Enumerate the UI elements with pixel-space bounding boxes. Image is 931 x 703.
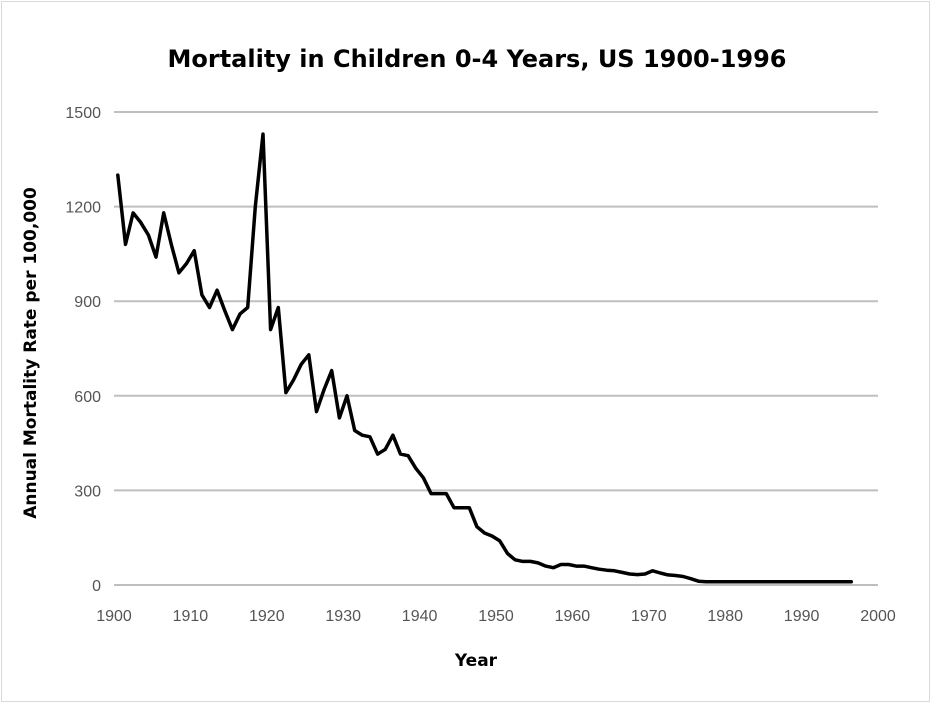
- x-axis-title: Year: [454, 651, 498, 671]
- y-tick-label: 0: [92, 578, 101, 595]
- x-tick-label: 1940: [402, 608, 438, 625]
- x-tick-label: 1990: [784, 608, 820, 625]
- y-tick-label: 300: [74, 483, 101, 500]
- y-tick-labels: 0 300 600 900 1200 1500: [65, 105, 101, 595]
- y-axis-title: Annual Mortality Rate per 100,000: [21, 187, 41, 519]
- x-tick-label: 1980: [707, 608, 743, 625]
- x-tick-label: 1950: [478, 608, 514, 625]
- x-tick-label: 1960: [555, 608, 591, 625]
- x-tick-labels: 1900 1910 1920 1930 1940 1950 1960 1970 1980 1990…: [96, 608, 896, 625]
- series-layer: [116, 132, 854, 584]
- chart-title: Mortality in Children 0-4 Years, US 1900…: [168, 45, 787, 73]
- y-tick-label: 1500: [65, 105, 101, 122]
- grid-layer: [114, 111, 878, 586]
- x-tick-label: 1920: [249, 608, 285, 625]
- x-tick-label: 1930: [325, 608, 361, 625]
- x-tick-label: 1910: [173, 608, 209, 625]
- y-tick-label: 900: [74, 294, 101, 311]
- series-line-0: [116, 132, 854, 584]
- x-tick-label: 1900: [96, 608, 132, 625]
- x-tick-label: 2000: [860, 608, 896, 625]
- y-tick-label: 1200: [65, 200, 101, 217]
- y-tick-label: 600: [74, 389, 101, 406]
- x-tick-label: 1970: [631, 608, 667, 625]
